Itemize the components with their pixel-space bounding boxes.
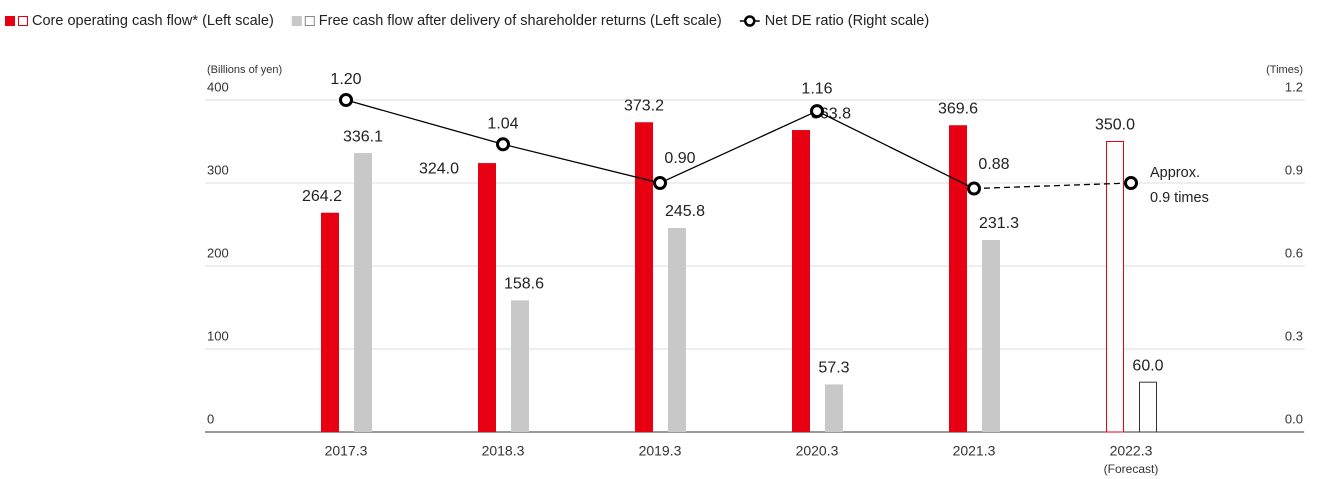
value-label: 57.3	[818, 360, 849, 377]
y2-tick-label: 0.9	[1285, 162, 1303, 177]
y-tick-label: 200	[207, 245, 229, 260]
annotation: 0.9 times	[1150, 190, 1209, 206]
value-label: 369.6	[938, 100, 978, 117]
value-label: 0.90	[664, 150, 695, 167]
value-label: 245.8	[665, 203, 705, 220]
line-point	[496, 137, 510, 152]
y-tick-label: 100	[207, 328, 229, 343]
value-label: 373.2	[624, 97, 664, 114]
value-label: 1.16	[801, 80, 832, 97]
x-tick-label: 2018.3	[482, 443, 525, 459]
value-label: 231.3	[979, 215, 1019, 232]
y2-tick-label: 0.3	[1285, 328, 1303, 343]
line-point	[339, 93, 353, 107]
bar	[478, 163, 496, 432]
x-tick-label: 2021.3	[953, 443, 996, 459]
line-point	[1124, 176, 1138, 190]
value-label: 350.0	[1095, 117, 1135, 134]
x-tick-label: 2022.3	[1110, 443, 1153, 459]
value-label: 60.0	[1132, 357, 1163, 374]
bar	[949, 125, 967, 433]
annotation: Approx.	[1150, 165, 1200, 181]
x-tick-label: 2017.3	[325, 443, 368, 459]
line-point	[653, 176, 667, 190]
bar	[792, 130, 810, 432]
line-point	[810, 104, 824, 119]
line-forecast	[973, 182, 1132, 190]
bar	[825, 384, 843, 432]
bar	[982, 240, 1000, 432]
legend-swatch-forecast	[304, 16, 315, 26]
value-label: 1.20	[330, 71, 361, 88]
bar	[1139, 381, 1157, 433]
y2-tick-label: 0.0	[1285, 411, 1303, 426]
x-tick-label: 2019.3	[639, 443, 682, 459]
y2-axis-label: (Times)	[1266, 64, 1303, 76]
y-tick-label: 400	[207, 79, 229, 94]
legend-swatch	[5, 16, 15, 26]
x-tick-note: (Forecast)	[1104, 462, 1159, 476]
bar	[668, 227, 686, 432]
y2-tick-label: 0.6	[1285, 245, 1303, 260]
bar	[321, 212, 339, 432]
y-tick-label: 0	[207, 411, 214, 426]
value-label: 1.04	[487, 115, 518, 132]
bar	[354, 153, 372, 433]
y-axis-label: (Billions of yen)	[207, 64, 282, 76]
legend-label: Free cash flow after delivery of shareho…	[319, 13, 722, 29]
bar	[1106, 141, 1124, 433]
bar	[511, 300, 529, 432]
value-label: 0.88	[978, 156, 1009, 173]
y-tick-label: 300	[207, 162, 229, 177]
value-label: 264.2	[302, 188, 342, 205]
legend-swatch	[291, 16, 302, 26]
legend-label: Core operating cash flow* (Left scale)	[32, 13, 274, 29]
legend-marker	[744, 15, 756, 27]
legend-swatch-forecast	[18, 16, 28, 26]
y2-tick-label: 1.2	[1285, 79, 1303, 94]
x-tick-label: 2020.3	[796, 443, 839, 459]
line-point	[967, 181, 981, 196]
legend-label: Net DE ratio (Right scale)	[765, 13, 929, 29]
value-label: 158.6	[504, 276, 544, 293]
value-label: 324.0	[419, 160, 459, 177]
bar	[635, 122, 653, 432]
value-label: 336.1	[343, 128, 383, 145]
